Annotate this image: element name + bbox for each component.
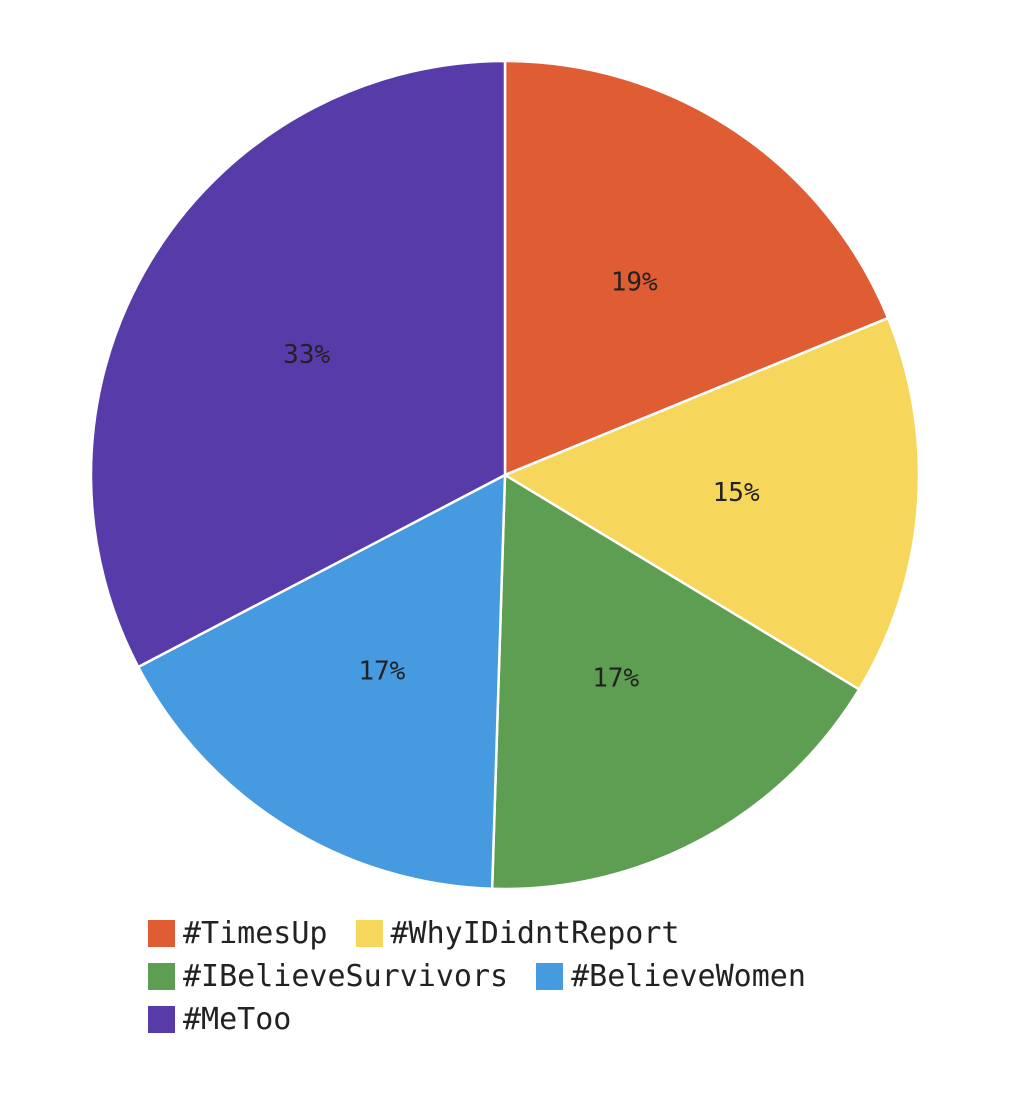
legend-item-metoo: #MeToo xyxy=(148,1002,291,1037)
legend-item-timesup: #TimesUp xyxy=(148,916,328,951)
legend-swatch xyxy=(148,963,175,990)
slice-value-label: 15% xyxy=(713,478,760,508)
legend-row: #IBelieveSurvivors #BelieveWomen xyxy=(148,955,868,998)
pie-slice-metoo xyxy=(89,59,507,669)
legend-item-whyididntreport: #WhyIDidntReport xyxy=(355,916,680,951)
slice-value-label: 17% xyxy=(358,656,405,686)
slice-value-label: 17% xyxy=(592,664,639,694)
legend-row: #TimesUp #WhyIDidntReport xyxy=(148,912,868,955)
legend: #TimesUp #WhyIDidntReport #IBelieveSurvi… xyxy=(148,912,868,1041)
legend-label: #IBelieveSurvivors xyxy=(183,959,509,994)
legend-swatch xyxy=(355,920,383,947)
legend-swatch xyxy=(148,920,175,947)
pie-slice-believewomen xyxy=(136,473,507,891)
legend-swatch xyxy=(536,963,564,990)
legend-row: #MeToo xyxy=(148,998,868,1041)
legend-swatch xyxy=(148,1006,175,1033)
legend-label: #WhyIDidntReport xyxy=(390,916,680,951)
pie-chart: 19% 15% 17% 17% 33% xyxy=(89,59,921,891)
pie-slice-ibelievesurvivors xyxy=(490,473,861,891)
legend-item-believewomen: #BelieveWomen xyxy=(536,959,806,994)
legend-label: #TimesUp xyxy=(183,916,328,951)
legend-item-ibelievesurvivors: #IBelieveSurvivors xyxy=(148,959,508,994)
pie-slice-whyididntreport xyxy=(503,316,921,691)
slice-value-label: 33% xyxy=(283,340,330,370)
slice-value-label: 19% xyxy=(611,267,658,297)
legend-label: #MeToo xyxy=(183,1002,292,1037)
legend-label: #BelieveWomen xyxy=(571,959,806,994)
pie-slice-timesup xyxy=(503,59,890,477)
